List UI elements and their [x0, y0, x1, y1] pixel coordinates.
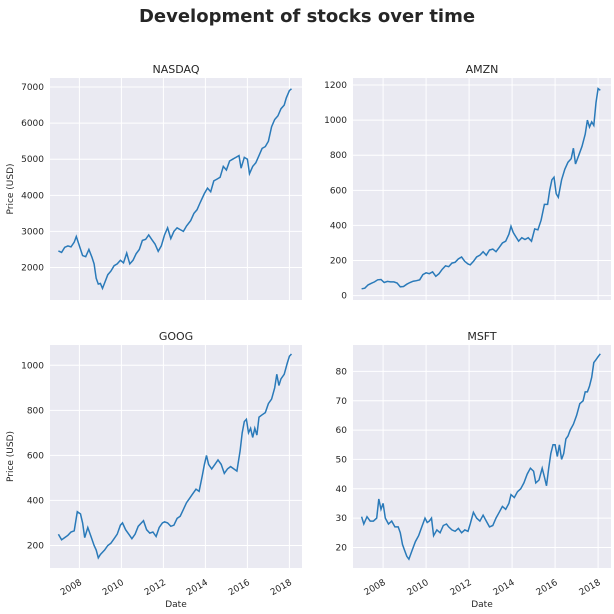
- subplot-title: AMZN: [466, 63, 499, 76]
- x-tick-label: 2008: [59, 578, 84, 598]
- y-tick-label: 600: [330, 186, 347, 196]
- x-tick-label: 2008: [363, 578, 388, 598]
- grid: [50, 345, 302, 568]
- y-tick-labels: 20 30 40 50 60 70 80: [336, 367, 348, 553]
- y-tick-label: 70: [336, 397, 348, 407]
- y-axis-label: Price (USD): [6, 163, 16, 214]
- x-tick-label: 2012: [143, 578, 168, 598]
- subplot-goog: 200 400 600 800 1000 2008 2010 2012 2014 2016 201…: [6, 330, 302, 610]
- subplot-title: NASDAQ: [152, 63, 199, 76]
- x-tick-label: 2010: [101, 578, 126, 598]
- y-tick-label: 1000: [21, 361, 44, 371]
- x-tick-label: 2016: [227, 578, 252, 598]
- y-tick-labels: 2000 3000 4000 5000 6000 7000: [21, 83, 44, 273]
- x-tick-label: 2016: [535, 578, 560, 598]
- series-line: [57, 353, 293, 560]
- x-tick-label: 2012: [449, 578, 474, 598]
- x-axis-label: Date: [165, 600, 187, 610]
- y-tick-label: 800: [27, 406, 44, 416]
- y-tick-label: 1200: [324, 81, 347, 91]
- grid: [50, 78, 302, 300]
- y-axis-label: Price (USD): [6, 431, 16, 482]
- y-tick-label: 2000: [21, 264, 44, 274]
- y-tick-label: 50: [336, 455, 348, 465]
- axes-background: [50, 345, 302, 568]
- axes-background: [353, 345, 611, 568]
- y-tick-label: 800: [330, 151, 347, 161]
- series-line: [58, 88, 292, 291]
- subplot-title: GOOG: [159, 330, 193, 343]
- series-line: [360, 353, 601, 561]
- y-tick-label: 7000: [21, 83, 44, 93]
- y-tick-label: 5000: [21, 155, 44, 165]
- x-axis-label: Date: [471, 600, 493, 610]
- y-tick-label: 0: [341, 292, 347, 302]
- x-tick-label: 2018: [578, 578, 603, 598]
- x-tick-label: 2010: [406, 578, 431, 598]
- subplot-amzn: 0 200 400 600 800 1000 1200 AMZN: [324, 63, 611, 302]
- x-tick-label: 2014: [185, 578, 210, 598]
- y-tick-label: 400: [330, 221, 347, 231]
- y-tick-label: 30: [336, 514, 348, 524]
- figure-title: Development of stocks over time: [139, 6, 475, 27]
- x-tick-labels: 2008 2010 2012 2014 2016 2018: [59, 578, 294, 598]
- y-tick-label: 200: [330, 257, 347, 267]
- y-tick-labels: 200 400 600 800 1000: [21, 361, 44, 551]
- y-tick-label: 1000: [324, 116, 347, 126]
- y-tick-labels: 0 200 400 600 800 1000 1200: [324, 81, 347, 302]
- subplot-title: MSFT: [467, 330, 497, 343]
- y-tick-label: 80: [336, 367, 348, 377]
- y-tick-label: 6000: [21, 119, 44, 129]
- y-tick-label: 40: [336, 485, 348, 495]
- y-tick-label: 600: [27, 451, 44, 461]
- y-tick-label: 20: [336, 543, 348, 553]
- subplot-nasdaq: 2000 3000 4000 5000 6000 7000 NASDAQ Price (U…: [6, 63, 302, 300]
- y-tick-label: 60: [336, 426, 348, 436]
- axes-background: [353, 78, 611, 300]
- grid: [353, 345, 611, 568]
- series-line: [361, 87, 601, 290]
- x-tick-labels: 2008 2010 2012 2014 2016 2018: [363, 578, 603, 598]
- y-tick-label: 3000: [21, 227, 44, 237]
- y-tick-label: 200: [27, 541, 44, 551]
- x-tick-label: 2014: [492, 578, 517, 598]
- y-tick-label: 4000: [21, 191, 44, 201]
- x-tick-label: 2018: [269, 578, 294, 598]
- y-tick-label: 400: [27, 496, 44, 506]
- axes-background: [50, 78, 302, 300]
